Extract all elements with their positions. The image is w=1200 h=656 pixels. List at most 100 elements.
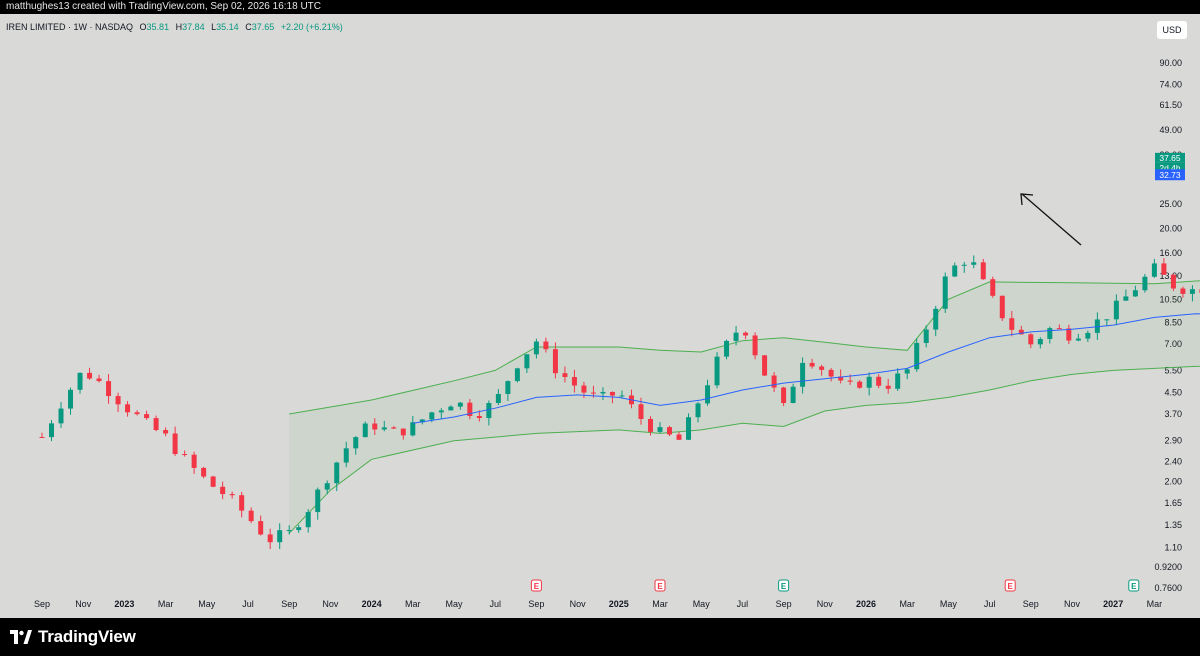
chart-panel[interactable]: 90.0074.0061.5049.0039.0025.0020.0016.00… [0, 14, 1200, 618]
candle [1170, 274, 1176, 289]
candle [857, 381, 863, 388]
candle [1066, 328, 1072, 341]
open-label: O [139, 22, 147, 32]
ma-value-badge [1155, 169, 1185, 181]
candle [752, 335, 758, 356]
x-tick-label: Mar [652, 599, 668, 609]
currency-button[interactable]: USD [1157, 21, 1187, 39]
candle [866, 376, 872, 388]
candle [543, 341, 549, 350]
candle [724, 340, 730, 357]
candle [562, 373, 568, 378]
open-value: 35.81 [146, 22, 170, 32]
x-tick-label: 2024 [362, 599, 382, 609]
upper-band-line [289, 280, 1200, 415]
y-tick-label: 0.7600 [1154, 583, 1182, 593]
candle [277, 530, 283, 543]
candle [609, 391, 615, 396]
y-tick-label: 10.50 [1159, 294, 1182, 304]
ma-value-badge-text: 32.73 [1159, 170, 1181, 180]
footer-bar: TradingView [0, 618, 1200, 656]
y-tick-label: 3.70 [1164, 409, 1182, 419]
candle [467, 402, 473, 417]
candle [410, 422, 416, 436]
candle [419, 419, 425, 423]
low-label: L [211, 22, 217, 32]
candle [68, 389, 74, 409]
earnings-marker [1004, 579, 1016, 592]
y-tick-label: 4.50 [1164, 387, 1182, 397]
candle [895, 373, 901, 389]
moving-average-line [412, 313, 1200, 424]
candle [705, 385, 711, 404]
candle [96, 378, 102, 382]
candle [49, 423, 55, 438]
candle [733, 332, 739, 341]
top-bar: matthughes13 created with TradingView.co… [0, 0, 1200, 14]
x-tick-label: 2026 [856, 599, 876, 609]
x-tick-label: Sep [528, 599, 544, 609]
candle [961, 264, 967, 266]
candle [590, 392, 596, 394]
candle [39, 437, 45, 439]
candle [77, 372, 83, 390]
symbol-legend: IREN LIMITED · 1W · NASDAQ O35.81 H37.84… [6, 22, 343, 32]
candle [619, 395, 625, 397]
earnings-marker-label: E [1131, 582, 1137, 591]
candle [514, 368, 520, 382]
earnings-marker-label: E [1008, 582, 1014, 591]
y-tick-label: 2.90 [1164, 436, 1182, 446]
tradingview-logo[interactable]: TradingView [10, 626, 136, 648]
candle [248, 510, 254, 522]
candle [58, 408, 64, 424]
earnings-marker-label: E [781, 582, 787, 591]
candle [600, 391, 606, 394]
candle [647, 418, 653, 432]
x-tick-label: Jul [489, 599, 501, 609]
candle [1056, 328, 1062, 330]
earnings-marker [530, 579, 542, 592]
candle [743, 332, 749, 336]
candle [106, 381, 112, 397]
candle [495, 393, 501, 404]
y-tick-label: 1.65 [1164, 498, 1182, 508]
candle [1047, 328, 1053, 339]
x-tick-label: 2027 [1103, 599, 1123, 609]
x-tick-label: 2023 [114, 599, 134, 609]
candle [667, 427, 673, 435]
candle [571, 377, 577, 386]
band-fill [289, 280, 1200, 534]
low-value: 35.14 [216, 22, 239, 32]
x-tick-label: Mar [405, 599, 421, 609]
close-value: 37.65 [251, 22, 275, 32]
candle [762, 355, 768, 376]
x-tick-label: Sep [1023, 599, 1039, 609]
y-tick-label: 25.00 [1159, 199, 1182, 209]
y-tick-label: 20.00 [1159, 223, 1182, 233]
x-tick-label: Nov [817, 599, 834, 609]
high-value: 37.84 [182, 22, 205, 32]
candle [552, 349, 558, 374]
candle [1161, 263, 1167, 275]
candle [999, 295, 1005, 319]
candle [952, 265, 958, 277]
x-tick-label: May [693, 599, 711, 609]
x-tick-label: Mar [899, 599, 915, 609]
candle [476, 416, 482, 419]
candle [115, 396, 121, 405]
y-tick-label: 16.00 [1159, 248, 1182, 258]
candle [362, 423, 368, 438]
chart-svg[interactable]: 90.0074.0061.5049.0039.0025.0020.0016.00… [0, 14, 1200, 618]
candle [771, 375, 777, 388]
x-tick-label: Jul [242, 599, 254, 609]
y-tick-label: 13.00 [1159, 271, 1182, 281]
earnings-marker [1128, 579, 1140, 592]
candle [876, 376, 882, 386]
candle [686, 417, 692, 440]
candle [315, 489, 321, 513]
candle [486, 403, 492, 419]
candle [990, 279, 996, 296]
candle [239, 495, 245, 511]
high-label: H [175, 22, 183, 32]
candle [258, 521, 264, 535]
